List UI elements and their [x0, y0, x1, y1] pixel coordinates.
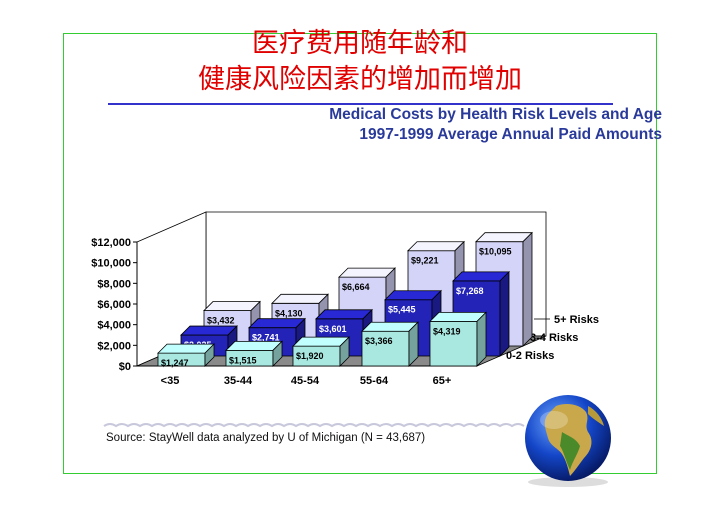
bar-top	[475, 232, 533, 243]
x-tick-label: 35-44	[224, 375, 253, 387]
bar-side	[522, 231, 533, 347]
bar-value-label: $4,319	[433, 326, 461, 336]
series-label: 3-4 Risks	[530, 332, 578, 344]
bar-top	[271, 293, 329, 304]
bar-top	[407, 241, 465, 252]
bar-top	[338, 267, 396, 278]
bar-0-4	[429, 320, 478, 367]
bar-side	[499, 270, 510, 357]
bar-top	[292, 336, 350, 347]
bar-0-3	[361, 330, 410, 367]
bar-value-label: $1,515	[229, 355, 257, 365]
slide-frame	[63, 33, 657, 474]
bar-value-label: $1,247	[161, 358, 189, 368]
chart-title: Medical Costs by Health Risk Levels and …	[329, 106, 662, 123]
bar-top	[225, 340, 283, 351]
bar-value-label: $3,366	[365, 336, 393, 346]
x-tick-label: <35	[161, 375, 180, 387]
slide-title-line-2: 健康风险因素的增加而增加	[198, 64, 522, 95]
bar-value-label: $1,920	[296, 351, 324, 361]
bar-side	[408, 321, 419, 367]
chart-subtitle: 1997-1999 Average Annual Paid Amounts	[359, 126, 662, 143]
globe-icon	[525, 395, 611, 487]
bar-side	[339, 336, 350, 367]
series-label: 5+ Risks	[554, 314, 599, 326]
bar-value-label: $3,432	[207, 316, 235, 326]
bar-value-label: $3,601	[319, 324, 347, 334]
bar-top	[429, 311, 487, 322]
y-tick-label: $6,000	[97, 299, 131, 311]
bar-value-label: $9,221	[411, 256, 439, 266]
bar-top	[361, 321, 419, 332]
y-tick-label: $10,000	[91, 258, 131, 270]
bar-value-label: $2,741	[252, 333, 280, 343]
bar-value-label: $7,268	[456, 286, 484, 296]
y-tick-label: $12,000	[91, 237, 131, 249]
title-underline	[108, 103, 613, 105]
source-divider	[103, 423, 525, 428]
bar-value-label: $4,130	[275, 308, 303, 318]
bar-top	[203, 301, 261, 311]
bar-top	[180, 325, 238, 336]
bar-value-label: $10,095	[479, 247, 512, 257]
y-tick-label: $2,000	[97, 340, 131, 352]
y-tick-label: $0	[119, 361, 131, 373]
bar-top	[384, 290, 442, 301]
bar-side	[272, 340, 283, 367]
source-note: Source: StayWell data analyzed by U of M…	[106, 432, 426, 444]
x-tick-label: 65+	[433, 375, 452, 387]
y-tick-label: $8,000	[97, 278, 131, 290]
bar-value-label: $5,445	[388, 305, 416, 315]
bar-value-label: $6,664	[342, 282, 370, 292]
x-tick-label: 55-64	[360, 375, 389, 387]
bar-top	[248, 318, 306, 329]
bar-top	[315, 309, 373, 320]
x-tick-label: 45-54	[291, 375, 320, 387]
bar-side	[476, 311, 487, 367]
slide-title-line-1: 医疗费用随年龄和	[252, 28, 468, 59]
bar-side	[204, 343, 215, 367]
bar-top	[452, 271, 510, 282]
bar-top	[157, 343, 215, 354]
series-label: 0-2 Risks	[506, 350, 554, 362]
y-tick-label: $4,000	[97, 320, 131, 332]
